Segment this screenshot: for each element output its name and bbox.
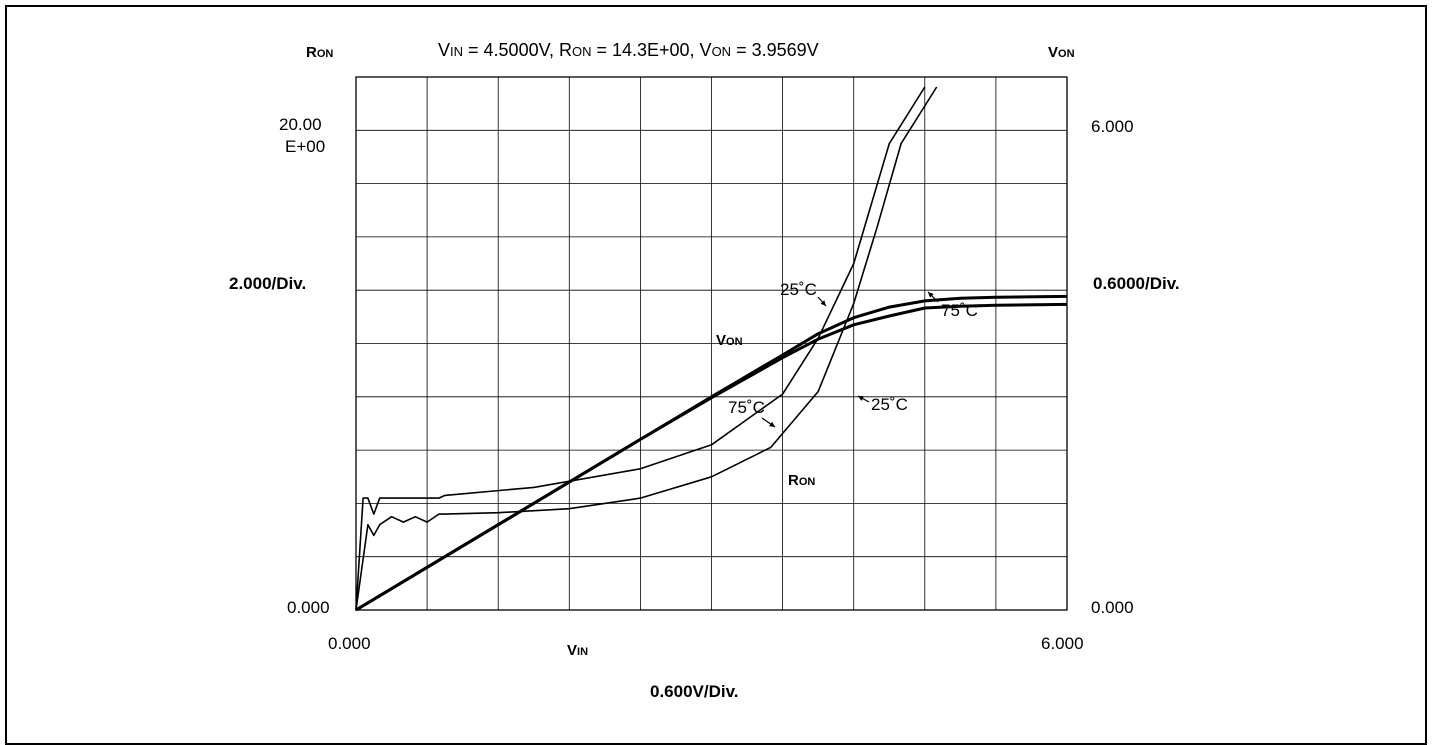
arrow-von-75c-head — [928, 292, 934, 298]
chart-plot — [355, 76, 1068, 612]
von-75c-label: 75˚C — [941, 301, 978, 320]
von-25c-label: 25˚C — [780, 280, 817, 299]
right-axis-top-value: 6.000 — [1091, 117, 1134, 136]
ron-25c-label: 25˚C — [871, 395, 908, 414]
left-axis-title: RON — [306, 44, 334, 61]
arrow-von-25c-head — [820, 300, 826, 306]
left-axis-bottom-value: 0.000 — [287, 598, 330, 617]
x-axis-scale: 0.600V/Div. — [650, 682, 739, 701]
von-curve-label: VON — [716, 332, 743, 349]
x-axis-title: VIN — [567, 642, 589, 659]
chart-curves — [355, 86, 1068, 612]
x-axis-left-value: 0.000 — [328, 634, 371, 653]
ron-curve-label: RON — [788, 472, 816, 489]
plot-border — [355, 76, 1068, 611]
series-line-ron-75-c — [355, 86, 926, 611]
x-axis-right-value: 6.000 — [1041, 634, 1084, 653]
left-axis-top-exponent: E+00 — [285, 137, 326, 156]
series-line-von-75-c — [355, 302, 1068, 612]
arrow-ron-75c-head — [769, 421, 775, 427]
annotation-arrows — [761, 291, 939, 428]
readout: VIN = 4.5000V, RON = 14.3E+00, VON = 3.9… — [438, 40, 819, 60]
grid-lines — [356, 77, 1067, 610]
right-axis-scale: 0.6000/Div. — [1093, 274, 1180, 293]
left-axis-top-value: 20.00 — [279, 115, 322, 134]
right-axis-bottom-value: 0.000 — [1091, 598, 1134, 617]
right-axis-title: VON — [1048, 44, 1075, 61]
ron-75c-label: 75˚C — [728, 398, 765, 417]
left-axis-scale: 2.000/Div. — [229, 274, 307, 293]
arrow-ron-25c-head — [858, 396, 864, 401]
series-line-ron-25-c — [355, 86, 938, 611]
